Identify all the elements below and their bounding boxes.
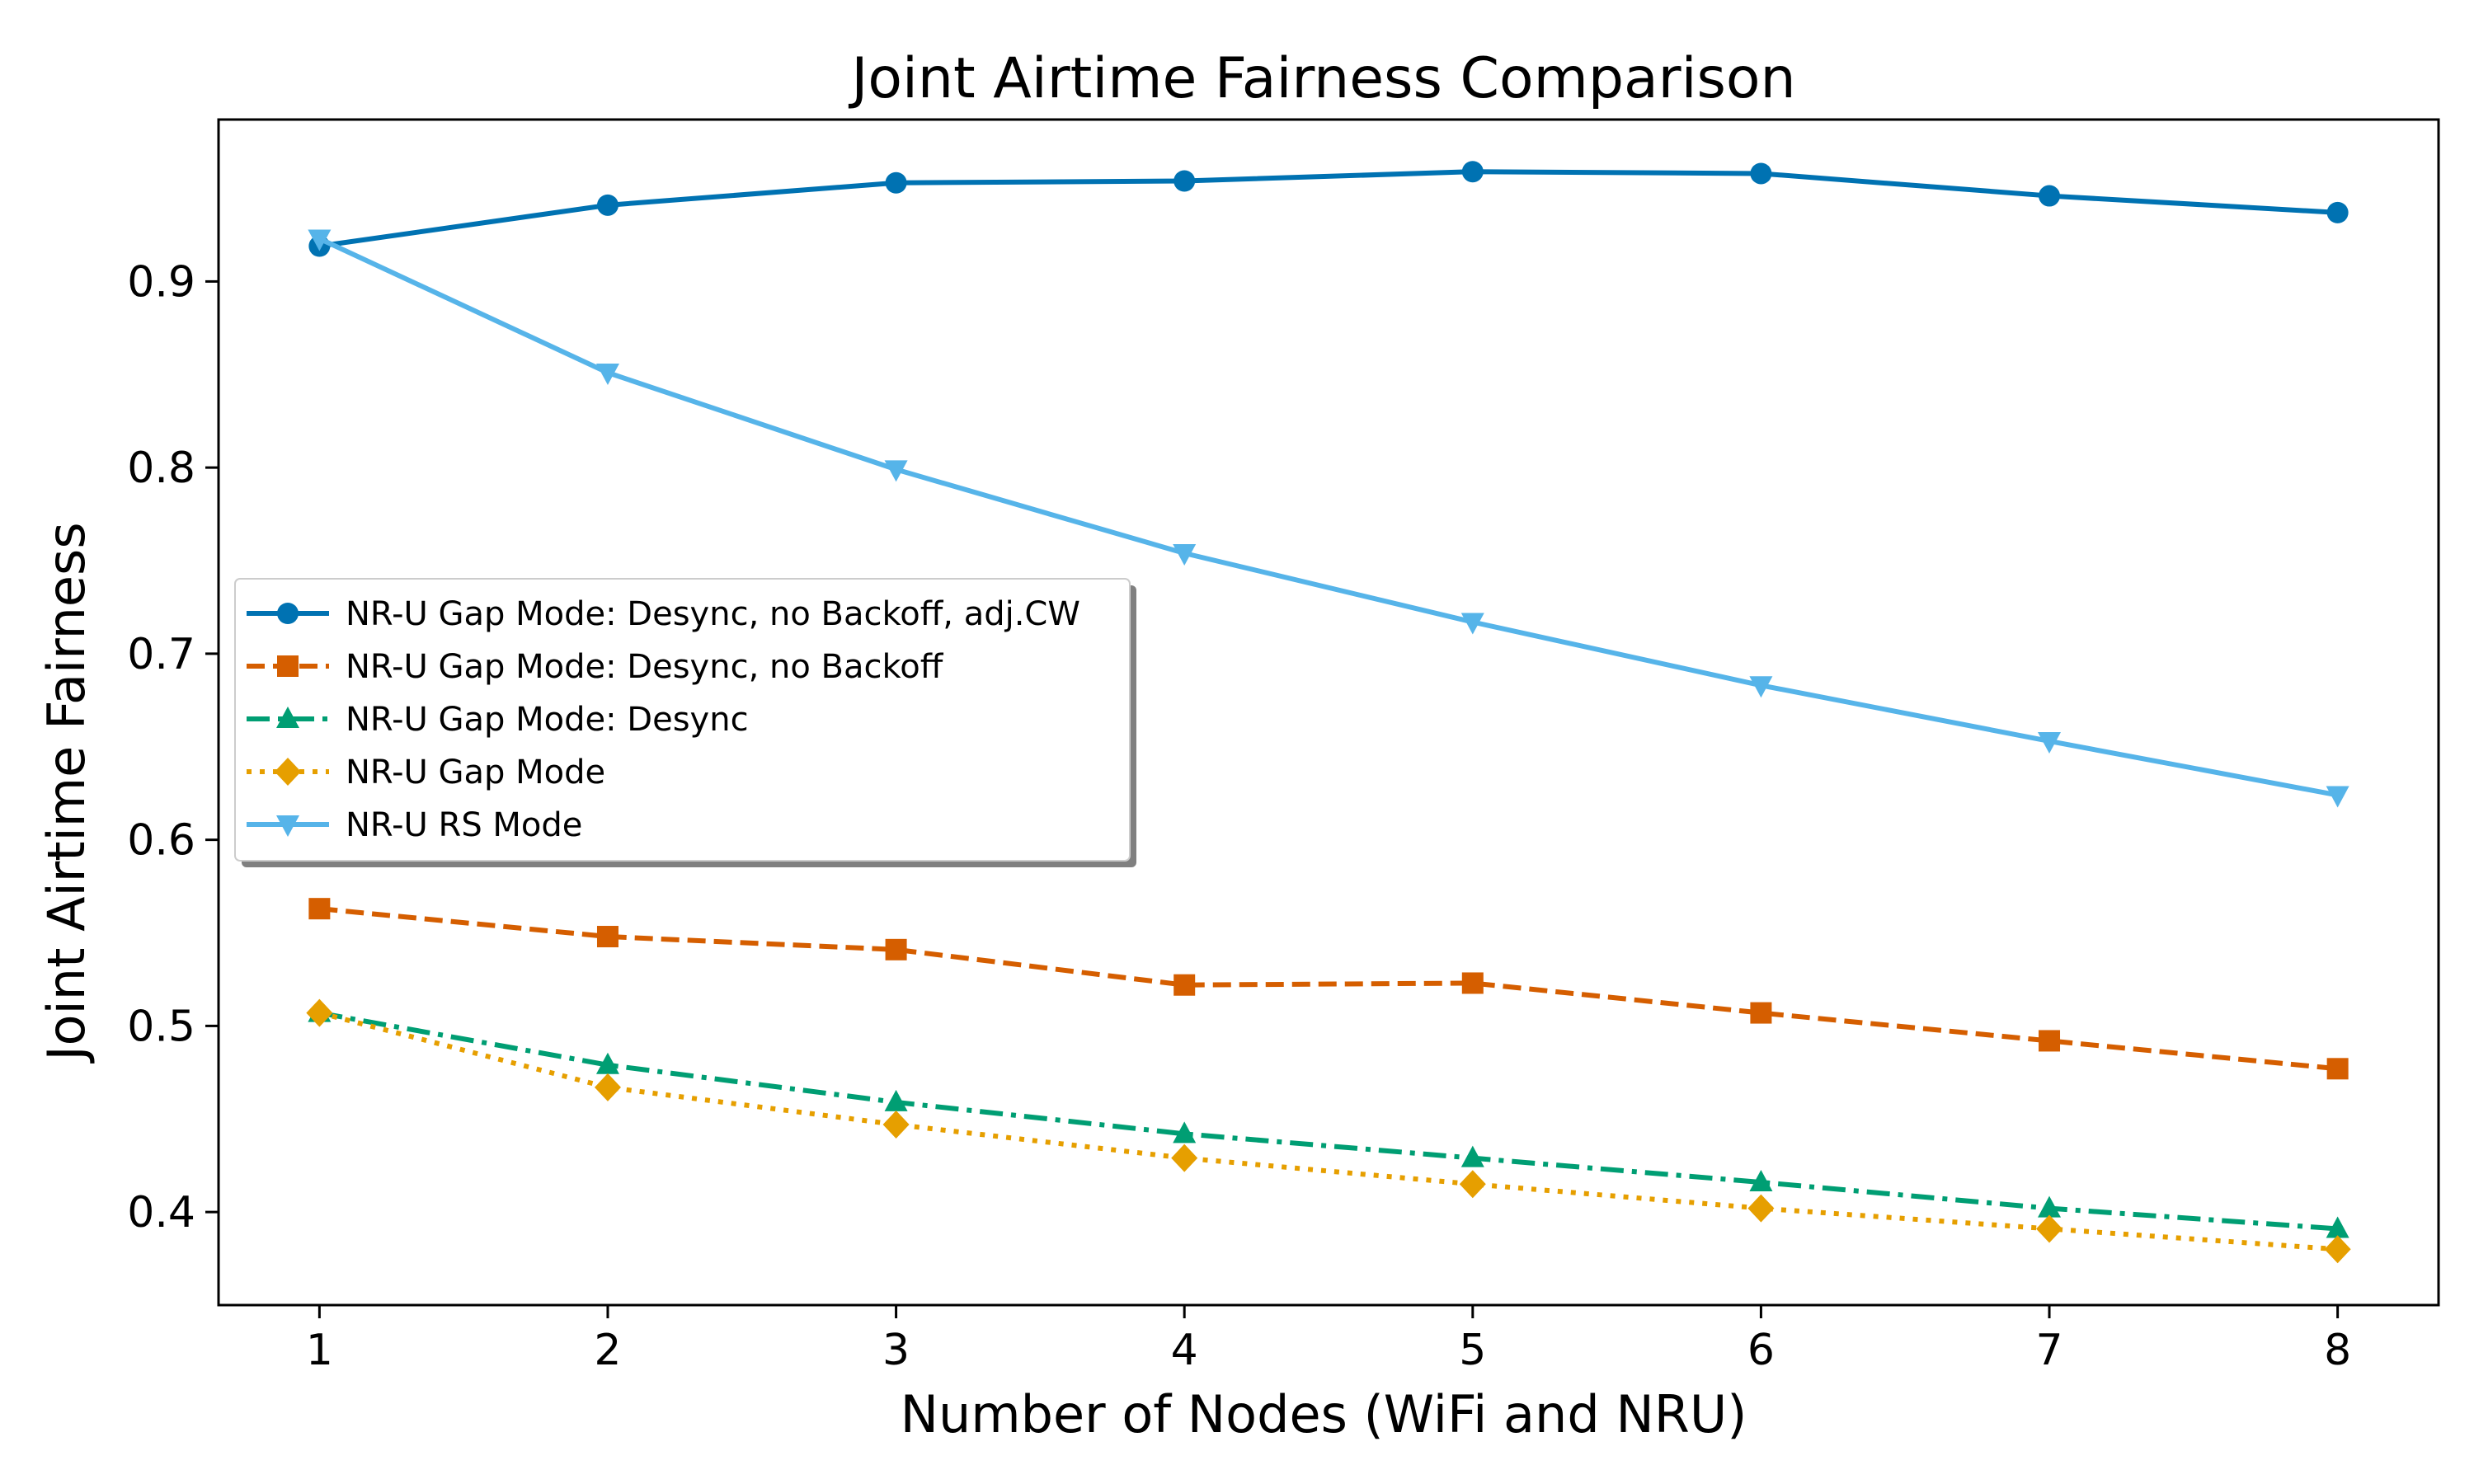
x-tick-label: 2 — [594, 1326, 621, 1375]
y-tick-label: 0.9 — [127, 257, 195, 307]
chart-title: Joint Airtime Fairness Comparison — [848, 46, 1795, 111]
y-tick-label: 0.7 — [127, 630, 195, 679]
legend-label: NR-U Gap Mode: Desync — [346, 701, 749, 739]
series-line — [319, 906, 2338, 1072]
data-point — [596, 194, 618, 216]
series-line — [318, 169, 2338, 249]
legend-label: NR-U Gap Mode: Desync, no Backoff, adj.C… — [346, 595, 1080, 633]
data-point — [1749, 676, 1773, 698]
data-point — [596, 926, 618, 948]
y-axis-label: Joint Airtime Fairness — [36, 522, 96, 1064]
x-tick-label: 3 — [882, 1326, 910, 1375]
series-line — [318, 1010, 2338, 1252]
data-point — [1461, 972, 1484, 994]
data-point — [884, 460, 908, 482]
y-tick-label: 0.8 — [127, 444, 195, 493]
data-point — [2036, 1214, 2063, 1243]
legend-marker — [277, 655, 299, 677]
data-point — [1460, 1145, 1484, 1167]
y-tick-label: 0.5 — [127, 1002, 195, 1051]
legend-marker — [275, 758, 301, 786]
data-point — [2324, 1235, 2351, 1264]
legend: NR-U Gap Mode: Desync, no Backoff, adj.C… — [234, 578, 1136, 867]
legend-label: NR-U Gap Mode: Desync, no Backoff — [346, 648, 944, 686]
data-point — [2326, 201, 2349, 223]
legend-item: NR-U Gap Mode: Desync — [247, 701, 749, 739]
series-5 — [308, 229, 2349, 808]
legend-marker — [277, 603, 299, 624]
data-point — [2326, 1058, 2349, 1080]
data-point — [2326, 1216, 2349, 1238]
series-line — [318, 1010, 2338, 1232]
data-point — [1747, 1194, 1775, 1223]
data-point — [1460, 613, 1484, 635]
x-tick-label: 6 — [1747, 1326, 1775, 1375]
data-point — [884, 1089, 908, 1111]
legend-item: NR-U RS Mode — [247, 806, 582, 844]
data-point — [306, 998, 333, 1027]
data-point — [2039, 1030, 2061, 1052]
legend-marker — [276, 707, 299, 728]
data-point — [595, 364, 619, 386]
legend-box — [234, 578, 1131, 862]
data-point — [882, 1111, 910, 1139]
x-axis-label: Number of Nodes (WiFi and NRU) — [901, 1384, 1747, 1444]
y-tick-label: 0.4 — [127, 1188, 195, 1237]
data-point — [1174, 170, 1196, 192]
data-point — [308, 898, 331, 920]
data-point — [308, 229, 332, 251]
data-point — [1750, 1002, 1772, 1024]
series-line — [318, 236, 2339, 798]
data-point — [2038, 1195, 2062, 1218]
legend-item: NR-U Gap Mode: Desync, no Backoff — [247, 648, 944, 686]
data-point — [1749, 1170, 1773, 1192]
plot-frame — [217, 118, 2440, 1307]
legend-label: NR-U RS Mode — [346, 806, 582, 844]
x-tick-label: 1 — [306, 1326, 333, 1375]
series-4 — [306, 998, 2351, 1264]
y-tick-label: 0.6 — [127, 816, 195, 866]
data-point — [885, 938, 907, 960]
data-point — [2326, 786, 2349, 808]
x-tick-label: 5 — [1459, 1326, 1486, 1375]
series-2 — [308, 898, 2349, 1080]
data-point — [1171, 1144, 1198, 1172]
legend-item: NR-U Gap Mode: Desync, no Backoff, adj.C… — [247, 595, 1080, 633]
plot-layer: 1 2 3 4 5 6 7 8 0.4 0.5 0.6 0.7 0.8 0.9 — [127, 161, 2351, 1375]
data-point — [1461, 161, 1484, 183]
legend-label: NR-U Gap Mode — [346, 754, 605, 791]
data-point — [1750, 162, 1772, 185]
data-point — [1174, 974, 1196, 996]
data-point — [1459, 1170, 1486, 1199]
legend-marker — [276, 815, 299, 837]
data-point — [594, 1073, 621, 1101]
data-point — [1173, 543, 1197, 566]
legend-item: NR-U Gap Mode — [247, 754, 605, 791]
x-tick-label: 4 — [1171, 1326, 1198, 1375]
data-point — [1173, 1121, 1197, 1144]
x-tick-label: 7 — [2035, 1326, 2062, 1375]
series-1 — [308, 161, 2349, 257]
x-tick-label: 8 — [2324, 1326, 2351, 1375]
data-point — [885, 171, 907, 194]
data-point — [2038, 731, 2062, 754]
data-point — [2039, 185, 2061, 207]
data-point — [595, 1052, 619, 1074]
